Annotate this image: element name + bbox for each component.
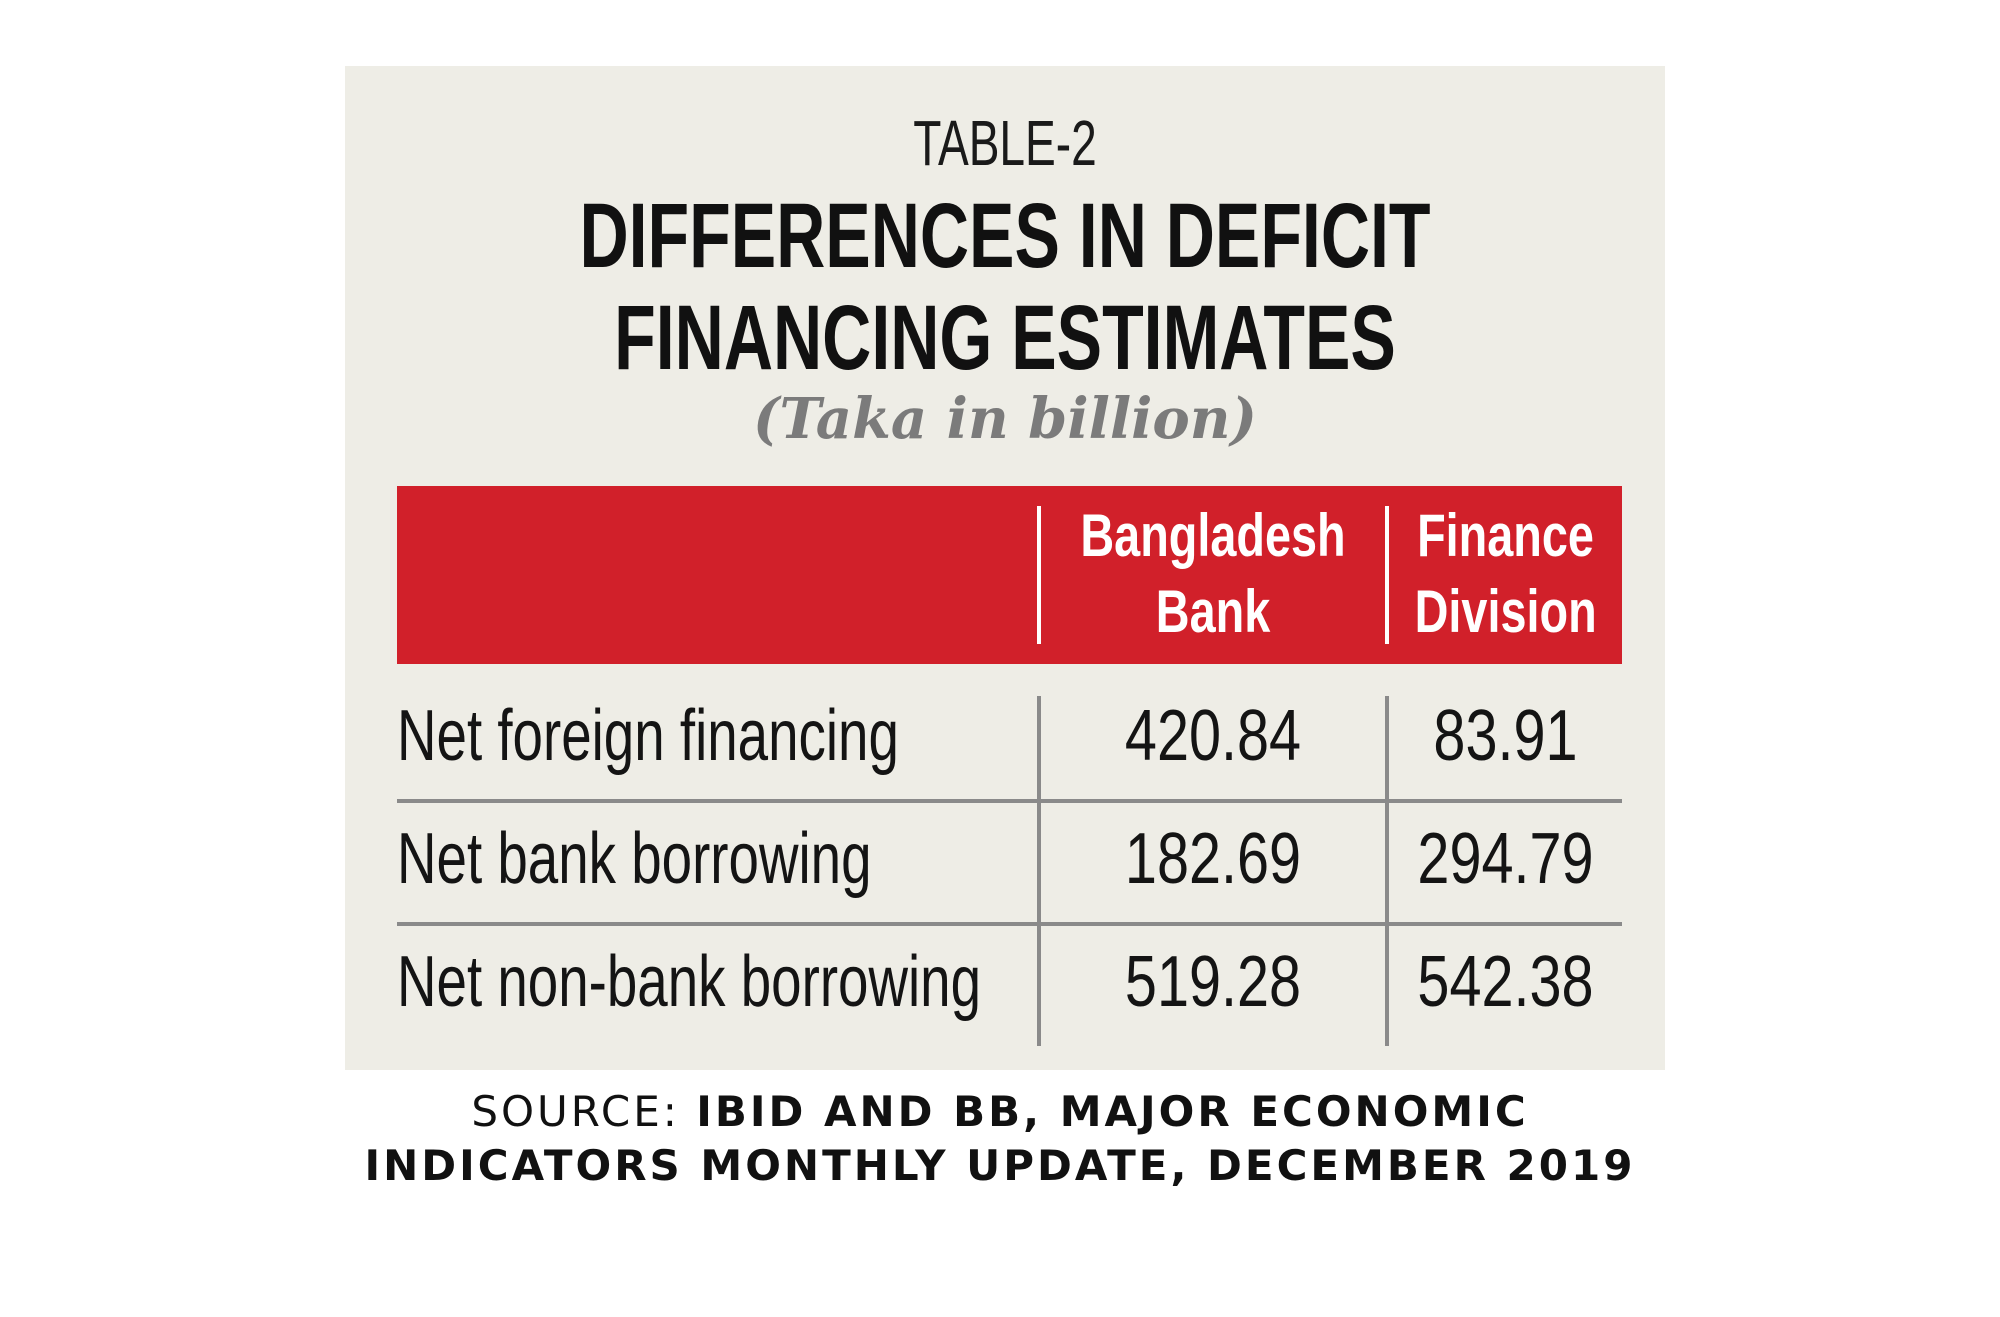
table-panel: TABLE-2 DIFFERENCES IN DEFICIT FINANCING… xyxy=(345,66,1665,1070)
column-divider xyxy=(1385,696,1389,1046)
source-text-2: INDICATORS MONTHLY UPDATE, DECEMBER 2019 xyxy=(364,1141,1636,1190)
row-label: Net foreign financing xyxy=(397,696,899,776)
column-divider xyxy=(1037,696,1041,1046)
table-row: Net foreign financing 420.84 83.91 xyxy=(397,676,1622,797)
table-row: Net non-bank borrowing 519.28 542.38 xyxy=(397,922,1622,1043)
table-header: Bangladesh Bank Finance Division xyxy=(397,486,1622,664)
table-row: Net bank borrowing 182.69 294.79 xyxy=(397,799,1622,920)
column-header-finance-division: Finance Division xyxy=(1414,502,1597,645)
cell-finance-division: 83.91 xyxy=(1433,696,1578,776)
row-divider xyxy=(397,799,1622,803)
cell-bangladesh-bank: 519.28 xyxy=(1124,942,1302,1022)
table-title-line-1: DIFFERENCES IN DEFICIT xyxy=(579,185,1431,287)
table-title-line-2: FINANCING ESTIMATES xyxy=(614,287,1396,389)
header-divider xyxy=(1385,506,1389,644)
source-note: SOURCE: IBID AND BB, MAJOR ECONOMIC INDI… xyxy=(0,1085,2000,1193)
header-divider xyxy=(1037,506,1041,644)
cell-bangladesh-bank: 182.69 xyxy=(1124,819,1302,899)
column-header-bangladesh-bank: Bangladesh Bank xyxy=(1080,502,1346,645)
row-label: Net bank borrowing xyxy=(397,819,872,899)
source-line-1: SOURCE: IBID AND BB, MAJOR ECONOMIC xyxy=(0,1085,2000,1139)
source-text-1: IBID AND BB, MAJOR ECONOMIC xyxy=(696,1087,1529,1136)
cell-finance-division: 542.38 xyxy=(1417,942,1594,1022)
cell-bangladesh-bank: 420.84 xyxy=(1124,696,1302,776)
source-label: SOURCE: xyxy=(471,1087,697,1136)
row-label: Net non-bank borrowing xyxy=(397,942,982,1022)
cell-finance-division: 294.79 xyxy=(1417,819,1594,899)
row-divider xyxy=(397,922,1622,926)
unit-note: (Taka in billion) xyxy=(753,386,1257,452)
table-number: TABLE-2 xyxy=(913,107,1097,179)
